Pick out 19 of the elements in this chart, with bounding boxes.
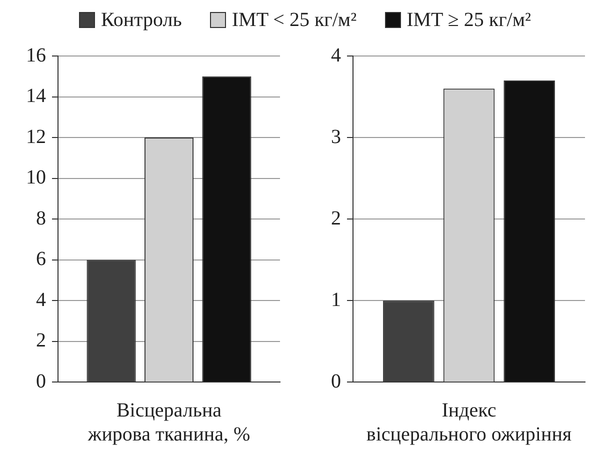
x-axis-title: Індекс вісцерального ожиріння — [366, 399, 572, 446]
y-tick-label: 3 — [331, 126, 341, 148]
y-tick-label: 1 — [331, 288, 341, 311]
y-tick-label: 12 — [26, 126, 46, 148]
y-tick-label: 0 — [331, 370, 341, 392]
y-tick-label: 4 — [36, 288, 46, 311]
y-tick-label: 6 — [36, 248, 46, 270]
y-tick-label: 14 — [26, 85, 46, 108]
x-axis-title: Вісцеральна жирова тканина, % — [86, 399, 250, 446]
y-tick-label: 8 — [36, 207, 46, 230]
y-tick-label: 0 — [36, 370, 46, 392]
legend-label: Контроль — [101, 8, 182, 32]
y-tick-label: 2 — [36, 330, 46, 352]
legend-label: IMT ≥ 25 кг/м² — [406, 8, 531, 32]
legend-label: IMT < 25 кг/м² — [232, 8, 357, 32]
y-tick-label: 10 — [26, 166, 46, 189]
y-tick-label: 4 — [331, 44, 341, 66]
y-tick-label: 2 — [331, 207, 341, 230]
y-tick-label: 16 — [26, 44, 46, 66]
